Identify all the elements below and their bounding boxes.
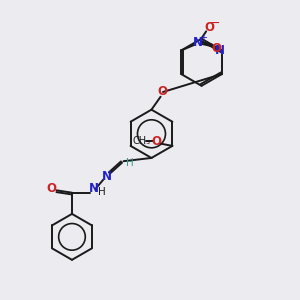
Text: O: O	[212, 42, 221, 55]
Text: O: O	[47, 182, 57, 195]
Text: N: N	[215, 44, 225, 57]
Text: H: H	[98, 187, 105, 197]
Text: −: −	[210, 16, 220, 30]
Text: +: +	[199, 33, 207, 43]
Text: CH₃: CH₃	[132, 136, 151, 146]
Text: O: O	[158, 85, 167, 98]
Text: O: O	[204, 21, 214, 34]
Text: N: N	[193, 36, 203, 49]
Text: H: H	[125, 158, 133, 168]
Text: N: N	[89, 182, 99, 195]
Text: N: N	[101, 170, 111, 183]
Text: O: O	[152, 135, 162, 148]
